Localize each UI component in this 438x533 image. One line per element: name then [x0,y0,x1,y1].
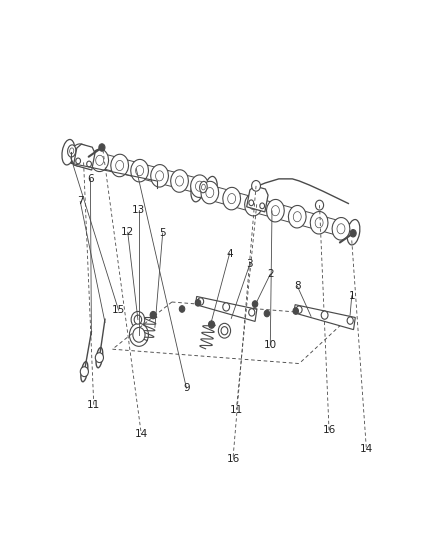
Ellipse shape [206,188,214,198]
Ellipse shape [267,199,284,222]
Ellipse shape [96,348,103,368]
Circle shape [321,311,328,319]
Text: 6: 6 [87,174,94,184]
Text: 9: 9 [183,383,190,393]
Circle shape [350,230,356,237]
Text: 7: 7 [77,197,84,206]
Text: 11: 11 [230,405,243,415]
Ellipse shape [131,159,148,182]
Circle shape [179,306,185,312]
Text: 11: 11 [87,400,100,410]
Ellipse shape [176,176,184,186]
Ellipse shape [191,176,204,202]
Text: 14: 14 [360,444,373,454]
Text: 13: 13 [132,205,145,215]
Circle shape [221,327,228,335]
Ellipse shape [136,166,144,176]
Circle shape [133,327,145,342]
Text: 15: 15 [112,305,125,315]
Ellipse shape [228,193,236,204]
Ellipse shape [201,184,205,190]
Polygon shape [294,305,355,329]
Ellipse shape [155,171,163,181]
Ellipse shape [310,212,328,234]
Ellipse shape [250,199,258,209]
Ellipse shape [70,148,74,154]
Circle shape [99,144,105,151]
Ellipse shape [223,188,240,210]
Circle shape [130,324,148,346]
Ellipse shape [293,212,301,222]
Circle shape [134,315,141,324]
Text: 1: 1 [349,291,355,301]
Text: 16: 16 [226,454,240,464]
Circle shape [251,181,261,191]
Circle shape [347,317,353,324]
Text: 14: 14 [134,429,148,439]
Ellipse shape [200,181,207,193]
Ellipse shape [332,217,350,240]
Ellipse shape [337,224,345,234]
Circle shape [219,324,230,338]
Polygon shape [195,296,257,321]
Ellipse shape [272,206,279,216]
Text: 12: 12 [121,227,134,237]
Ellipse shape [111,154,128,177]
Circle shape [208,321,215,328]
Ellipse shape [201,181,219,204]
Ellipse shape [76,150,84,160]
Text: 5: 5 [159,228,166,238]
Ellipse shape [96,155,104,165]
Ellipse shape [71,144,88,166]
Circle shape [249,309,255,316]
Ellipse shape [67,145,76,157]
Text: 2: 2 [267,269,274,279]
Text: 3: 3 [247,259,253,269]
Ellipse shape [245,193,262,216]
Circle shape [87,161,92,167]
Text: 8: 8 [294,281,301,292]
Circle shape [195,300,201,306]
Ellipse shape [62,140,75,165]
Circle shape [80,367,88,377]
Circle shape [95,353,103,362]
Circle shape [76,158,81,164]
Circle shape [260,203,265,209]
Circle shape [150,311,156,319]
Ellipse shape [347,220,360,245]
Text: 16: 16 [322,425,336,435]
Circle shape [198,298,204,305]
Ellipse shape [195,181,204,191]
Circle shape [249,200,254,206]
Polygon shape [74,144,95,170]
Ellipse shape [205,176,217,202]
Ellipse shape [81,361,88,382]
Circle shape [296,306,302,313]
Circle shape [293,308,298,314]
Circle shape [252,301,258,308]
Ellipse shape [315,217,323,228]
Text: 10: 10 [264,340,277,350]
Ellipse shape [171,169,188,192]
Ellipse shape [288,205,306,228]
Ellipse shape [116,160,124,171]
Polygon shape [247,186,268,212]
Circle shape [264,310,270,317]
Text: 4: 4 [226,248,233,259]
Ellipse shape [151,165,169,187]
Circle shape [131,311,145,328]
Circle shape [315,200,324,210]
Ellipse shape [91,149,109,172]
Ellipse shape [191,175,208,197]
Circle shape [223,303,230,311]
